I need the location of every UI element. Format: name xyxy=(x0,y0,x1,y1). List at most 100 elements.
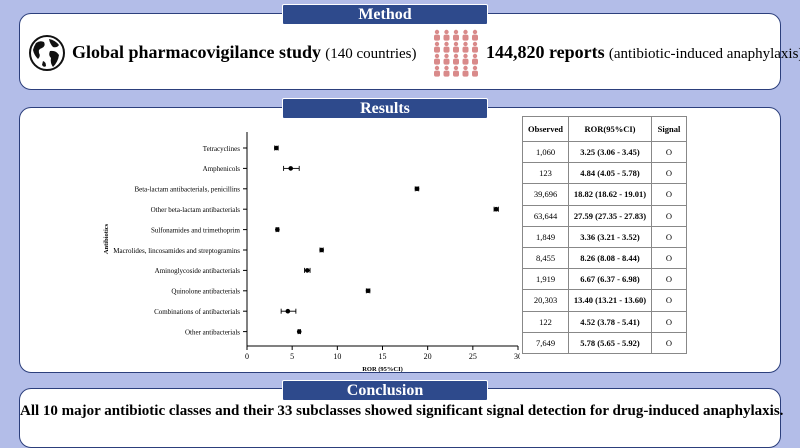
signal-cell: O xyxy=(651,225,687,248)
signal-cell: O xyxy=(651,140,687,164)
ror-point xyxy=(319,247,324,253)
header-observed: Observed xyxy=(522,116,569,142)
person-body xyxy=(443,58,450,65)
ror-point xyxy=(493,206,499,212)
person-head xyxy=(453,53,459,58)
person-body xyxy=(472,46,478,53)
category-label: Aminoglycoside antibacterials xyxy=(155,267,241,275)
signal-cell: O xyxy=(651,310,687,333)
person-body xyxy=(472,70,478,77)
person-body xyxy=(434,58,440,65)
method-panel: Global pharmacovigilance study (140 coun… xyxy=(19,13,800,91)
x-tick-label: 10 xyxy=(333,352,341,361)
category-label: Tetracyclines xyxy=(203,145,240,153)
table-row: 1,849 3.36 (3.21 - 3.52) O xyxy=(522,225,687,248)
table-row: 39,696 18.82 (18.62 - 19.01) O xyxy=(522,183,687,206)
ror-cell: 5.78 (5.65 - 5.92) xyxy=(568,331,652,354)
person-head xyxy=(472,29,478,34)
study-bold-text: Global pharmacovigilance study xyxy=(72,42,322,62)
ror-point xyxy=(274,145,279,151)
ror-cell: 8.26 (8.08 - 8.44) xyxy=(568,246,652,270)
ror-cell: 4.84 (4.05 - 5.78) xyxy=(568,162,652,185)
person-head xyxy=(472,41,478,46)
reports-bold-text: 144,820 reports xyxy=(486,42,605,62)
table-row: 122 4.52 (3.78 - 5.41) O xyxy=(522,310,687,333)
ror-cell: 13.40 (13.21 - 13.60) xyxy=(568,289,652,312)
results-title: Results xyxy=(282,98,488,119)
table-row: 63,644 27.59 (27.35 - 27.83) O xyxy=(522,204,687,227)
reports-info: 144,820 reports (antibiotic-induced anap… xyxy=(432,14,800,91)
person-head xyxy=(444,41,449,46)
observed-cell: 123 xyxy=(522,162,569,185)
ror-point xyxy=(285,308,291,314)
ror-point xyxy=(275,227,280,232)
person-body xyxy=(443,70,450,77)
person-head xyxy=(472,53,478,58)
person-body xyxy=(453,70,459,77)
x-tick-label: 15 xyxy=(379,352,387,361)
observed-cell: 8,455 xyxy=(522,246,569,270)
ror-cell: 3.25 (3.06 - 3.45) xyxy=(568,140,652,164)
table-row: 7,649 5.78 (5.65 - 5.92) O xyxy=(522,331,687,354)
category-label: Other beta-lactam antibacterials xyxy=(151,206,241,214)
forest-plot: 0 5 10 15 20 25 30 ROR (95%CI) Antibiotics Tetrac… xyxy=(103,132,520,372)
table-row: 123 4.84 (4.05 - 5.78) O xyxy=(522,162,687,185)
person-head xyxy=(463,53,468,58)
signal-cell: O xyxy=(651,183,687,206)
person-body xyxy=(434,70,440,77)
person-body xyxy=(434,46,440,53)
x-tick-label: 30 xyxy=(514,352,520,361)
person-head xyxy=(444,29,449,34)
observed-cell: 122 xyxy=(522,310,569,333)
person-body xyxy=(462,34,469,41)
person-body xyxy=(472,58,478,65)
person-head xyxy=(434,65,440,70)
observed-cell: 1,919 xyxy=(522,268,569,291)
person-body xyxy=(472,34,478,41)
ror-point xyxy=(296,329,302,334)
person-head xyxy=(463,65,468,70)
person-head xyxy=(444,65,449,70)
person-body xyxy=(453,34,459,41)
conclusion-title: Conclusion xyxy=(282,380,488,401)
table-row: 1,060 3.25 (3.06 - 3.45) O xyxy=(522,140,687,164)
ror-cell: 18.82 (18.62 - 19.01) xyxy=(568,183,652,206)
signal-cell: O xyxy=(651,162,687,185)
table-row: 8,455 8.26 (8.08 - 8.44) O xyxy=(522,246,687,270)
person-head xyxy=(472,65,478,70)
x-tick-label: 5 xyxy=(290,352,294,361)
signal-cell: O xyxy=(651,331,687,354)
person-body xyxy=(453,58,459,65)
signal-cell: O xyxy=(651,204,687,227)
ror-point xyxy=(288,166,294,171)
results-table: Observed ROR(95%CI) Signal 1,060 3.25 (3.… xyxy=(522,116,687,354)
category-label: Amphenicols xyxy=(203,165,241,173)
person-head xyxy=(453,65,459,70)
person-body xyxy=(443,34,450,41)
observed-cell: 63,644 xyxy=(522,204,569,227)
observed-cell: 20,303 xyxy=(522,289,569,312)
person-head xyxy=(434,41,440,46)
person-head xyxy=(434,29,440,34)
person-body xyxy=(462,70,469,77)
category-label: Combinations of antibacterials xyxy=(154,308,240,316)
conclusion-text: All 10 major antibiotic classes and thei… xyxy=(20,403,784,419)
signal-cell: O xyxy=(651,289,687,312)
ror-cell: 3.36 (3.21 - 3.52) xyxy=(568,225,652,248)
study-info: Global pharmacovigilance study (140 coun… xyxy=(28,14,417,91)
globe-icon xyxy=(29,34,65,71)
person-head xyxy=(453,41,459,46)
signal-cell: O xyxy=(651,268,687,291)
x-tick-label: 25 xyxy=(469,352,477,361)
y-axis-label: Antibiotics xyxy=(103,223,110,254)
ror-cell: 4.52 (3.78 - 5.41) xyxy=(568,310,652,333)
person-body xyxy=(434,34,440,41)
signal-cell: O xyxy=(651,246,687,270)
header-signal: Signal xyxy=(651,116,687,142)
ror-point xyxy=(414,186,420,192)
person-head xyxy=(463,29,468,34)
person-body xyxy=(462,58,469,65)
table-row: 1,919 6.67 (6.37 - 6.98) O xyxy=(522,268,687,291)
ror-point xyxy=(365,288,371,294)
table-row: 20,303 13.40 (13.21 - 13.60) O xyxy=(522,289,687,312)
